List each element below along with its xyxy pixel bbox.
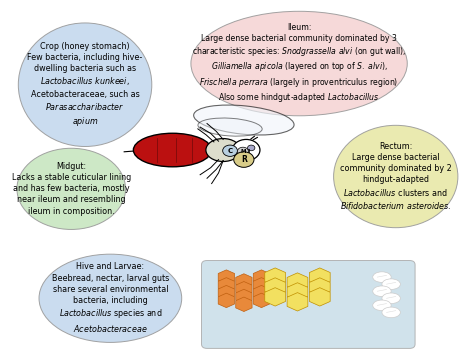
- Ellipse shape: [382, 307, 401, 318]
- Polygon shape: [253, 293, 270, 307]
- Polygon shape: [287, 283, 308, 301]
- Ellipse shape: [382, 293, 401, 304]
- Polygon shape: [218, 293, 235, 307]
- Text: Midgut:
Lacks a stable cuticular lining
and has few bacteria, mostly
near ileum : Midgut: Lacks a stable cuticular lining …: [12, 162, 131, 216]
- Text: Rectum:
Large dense bacterial
community dominated by 2
hindgut-adapted
$\it{Lact: Rectum: Large dense bacterial community …: [340, 142, 452, 211]
- Ellipse shape: [382, 279, 401, 289]
- FancyBboxPatch shape: [201, 261, 415, 348]
- Ellipse shape: [373, 300, 391, 311]
- Polygon shape: [265, 288, 285, 306]
- Polygon shape: [253, 270, 270, 284]
- Ellipse shape: [39, 254, 182, 342]
- Ellipse shape: [133, 133, 211, 167]
- Text: Crop (honey stomach)
Few bacteria, including hive-
dwelling bacteria such as
$\i: Crop (honey stomach) Few bacteria, inclu…: [27, 42, 143, 128]
- Ellipse shape: [198, 118, 262, 136]
- Text: M: M: [240, 149, 246, 154]
- Polygon shape: [236, 274, 252, 288]
- Circle shape: [223, 145, 237, 156]
- Ellipse shape: [373, 286, 391, 297]
- Ellipse shape: [191, 11, 407, 116]
- Ellipse shape: [206, 138, 240, 162]
- Polygon shape: [310, 278, 330, 296]
- Polygon shape: [218, 270, 235, 284]
- Text: Hive and Larvae:
Beebread, nectar, larval guts
share several environmental
bacte: Hive and Larvae: Beebread, nectar, larva…: [52, 262, 169, 334]
- Text: Ileum:
Large dense bacterial community dominated by 3
characteristic species: $\: Ileum: Large dense bacterial community d…: [192, 23, 406, 104]
- Polygon shape: [236, 282, 252, 296]
- Polygon shape: [265, 278, 285, 296]
- Circle shape: [234, 152, 254, 167]
- Ellipse shape: [373, 272, 391, 282]
- Polygon shape: [253, 278, 270, 292]
- Polygon shape: [236, 297, 252, 311]
- Circle shape: [237, 147, 248, 156]
- Text: R: R: [241, 155, 247, 164]
- Polygon shape: [236, 289, 252, 304]
- Polygon shape: [253, 286, 270, 300]
- Polygon shape: [265, 268, 285, 286]
- Ellipse shape: [17, 148, 126, 229]
- Ellipse shape: [334, 125, 458, 228]
- Polygon shape: [287, 273, 308, 291]
- Text: C: C: [228, 148, 233, 154]
- Ellipse shape: [194, 105, 294, 135]
- Text: I: I: [248, 149, 250, 154]
- Ellipse shape: [18, 23, 152, 146]
- Polygon shape: [310, 268, 330, 286]
- Circle shape: [232, 139, 260, 161]
- Polygon shape: [310, 288, 330, 306]
- Polygon shape: [287, 293, 308, 311]
- Polygon shape: [218, 286, 235, 300]
- Polygon shape: [218, 278, 235, 292]
- Circle shape: [247, 145, 255, 151]
